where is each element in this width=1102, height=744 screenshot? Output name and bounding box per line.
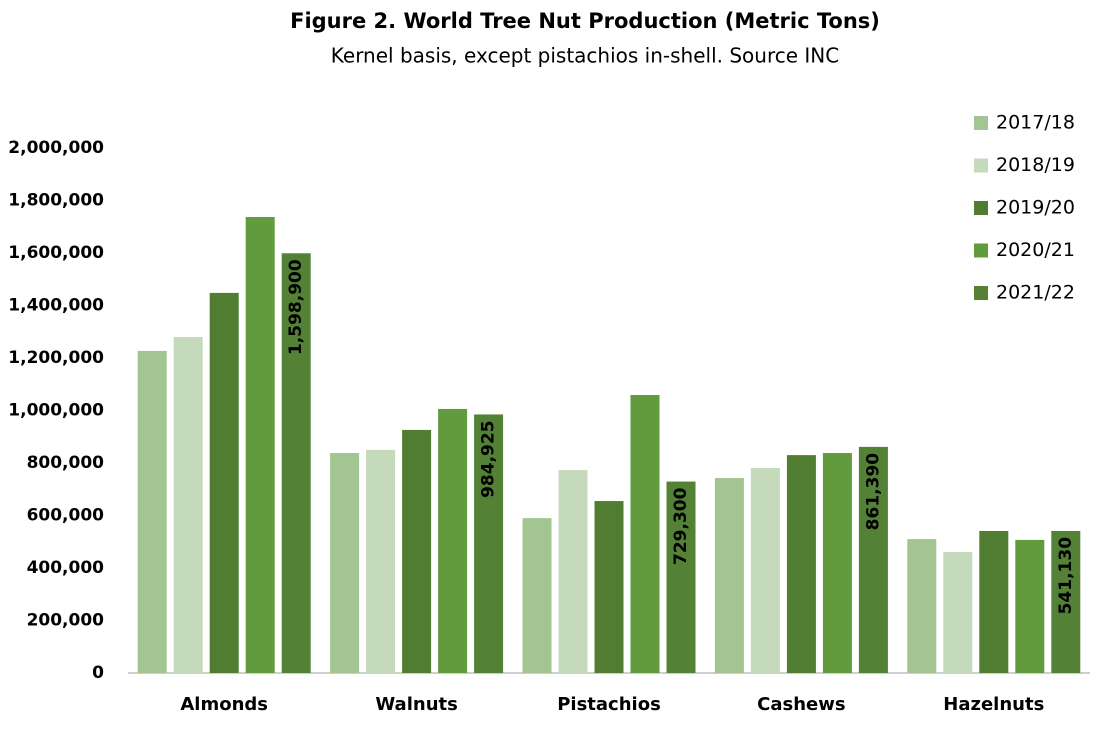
legend-label: 2021/22 [996,282,1075,304]
bar [714,477,744,673]
bar [979,530,1009,673]
legend-swatch [974,243,988,258]
legend-swatch [974,158,988,173]
x-tick-label: Walnuts [375,694,457,715]
y-tick-label: 1,800,000 [8,191,104,211]
legend-label: 2017/18 [996,112,1075,134]
bar [1015,539,1045,673]
legend-label: 2019/20 [996,197,1075,219]
legend-label: 2020/21 [996,239,1075,261]
bar [438,408,468,673]
y-tick-label: 2,000,000 [8,138,104,158]
bar [666,481,696,673]
bar [786,455,816,673]
bar [209,292,239,673]
bar [750,467,780,673]
bar [858,446,888,673]
y-tick-label: 200,000 [27,611,105,631]
value-label: 1,598,900 [286,259,306,355]
y-tick-label: 1,400,000 [8,296,104,316]
value-label: 984,925 [479,420,499,497]
x-tick-label: Hazelnuts [943,694,1044,715]
legend-label: 2018/19 [996,154,1075,176]
bar [281,253,311,673]
bar [366,449,396,673]
bar [822,453,852,673]
bar [402,429,432,673]
y-tick-label: 600,000 [27,506,105,526]
bar [522,518,552,673]
bar [1051,530,1081,673]
bar [173,337,203,673]
value-label: 861,390 [863,453,883,531]
bar [558,470,588,673]
legend-swatch [974,116,988,130]
bar [943,551,973,673]
x-tick-label: Almonds [180,694,268,715]
y-tick-label: 1,200,000 [8,348,104,368]
x-tick-label: Cashews [757,694,845,715]
value-label: 729,300 [671,487,691,565]
x-tick-label: Pistachios [557,694,661,715]
bar [594,501,624,673]
bar [630,395,660,673]
legend-swatch [974,286,988,300]
bar [474,414,504,673]
chart-subtitle: Kernel basis, except pistachios in-shell… [331,44,839,68]
bar [907,539,937,673]
legend-swatch [974,201,988,215]
y-tick-label: 1,000,000 [8,401,104,421]
bar [245,217,275,673]
y-tick-label: 400,000 [27,558,105,578]
bar [137,350,167,673]
y-tick-label: 800,000 [27,453,105,473]
y-tick-label: 1,600,000 [8,243,104,263]
value-label: 541,130 [1056,537,1076,615]
y-tick-label: 0 [92,663,104,683]
chart-title: Figure 2. World Tree Nut Production (Met… [290,9,880,33]
bar [330,453,360,673]
